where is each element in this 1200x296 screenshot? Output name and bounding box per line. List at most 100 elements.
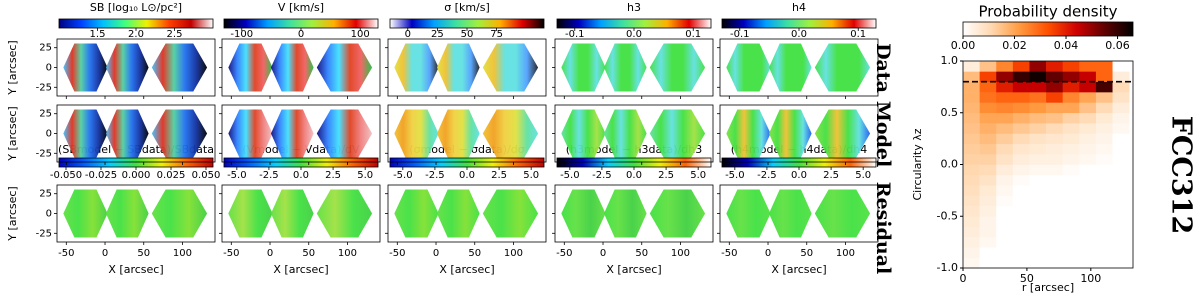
colorbar-tick-label: -5.0 <box>393 170 413 181</box>
heat-cell <box>1079 133 1096 144</box>
heat-cell <box>1046 154 1063 165</box>
x-tick-label: -50 <box>223 248 239 259</box>
heat-cell <box>1013 165 1030 176</box>
heat-cell <box>963 133 980 144</box>
heat-cell <box>1096 61 1113 72</box>
x-axis-label: X [arcsec] <box>439 263 494 276</box>
heat-cell <box>1096 92 1113 103</box>
heat-cell <box>1096 227 1113 238</box>
colorbar-label: σ [km/s] <box>444 1 490 14</box>
y-tick-label: 0 <box>46 129 52 140</box>
map-field <box>394 190 438 238</box>
heat-cell <box>996 113 1013 124</box>
heat-cell <box>963 196 980 207</box>
heat-cell <box>980 206 997 217</box>
colorbar-tick-label: 0.0 <box>626 170 642 181</box>
heat-cell <box>1029 144 1046 155</box>
colorbar-label: Probability density <box>978 3 1117 21</box>
heat-cell <box>1046 61 1063 72</box>
colorbar-label: h4 <box>792 1 806 14</box>
y-tick-label: 1.0 <box>941 54 959 67</box>
colorbar-tick-label: 0.06 <box>1105 39 1130 52</box>
colorbar <box>722 158 876 167</box>
heat-cell <box>1063 165 1080 176</box>
heat-cell <box>980 71 997 82</box>
heat-cell <box>963 113 980 124</box>
heat-cell <box>963 165 980 176</box>
colorbar-tick-label: 0 <box>405 29 411 40</box>
x-axis-label: X [arcsec] <box>108 263 163 276</box>
heat-cell <box>1013 71 1030 82</box>
heat-cell <box>1096 144 1113 155</box>
heat-cell <box>1013 82 1030 93</box>
colorbar-tick-label: 0.1 <box>685 29 701 40</box>
map-field <box>228 44 272 92</box>
heat-cell <box>1063 154 1080 165</box>
heat-cell <box>1079 113 1096 124</box>
map-field <box>726 190 770 238</box>
x-tick-label: 0 <box>433 248 439 259</box>
heat-cell <box>996 71 1013 82</box>
colorbar-tick-label: 5.0 <box>357 170 373 181</box>
map-field <box>228 190 272 238</box>
x-axis-label: r [arcsec] <box>1022 281 1074 294</box>
heat-cell <box>980 216 997 227</box>
y-axis-label: Circularity λz <box>911 128 924 200</box>
heat-cell <box>1096 154 1113 165</box>
heat-cell <box>963 227 980 238</box>
colorbar-tick-label: 0.0 <box>791 170 807 181</box>
heat-cell <box>1029 237 1046 248</box>
heat-cell <box>1113 61 1130 72</box>
heat-cell <box>996 237 1013 248</box>
y-tick-label: -25 <box>36 82 52 93</box>
map-field <box>604 190 647 238</box>
row-label: Model <box>872 101 894 167</box>
heat-cell <box>1013 258 1030 269</box>
heat-cell <box>1063 247 1080 258</box>
heat-cell <box>980 102 997 113</box>
colorbar-tick-label: 0.00 <box>951 39 976 52</box>
x-tick-label: 50 <box>635 248 648 259</box>
heat-cell <box>1013 102 1030 113</box>
heat-cell <box>1046 123 1063 134</box>
colorbar-tick-label: -100 <box>230 29 253 40</box>
map-field <box>317 190 372 238</box>
colorbar-tick-label: 2.5 <box>167 29 183 40</box>
map-field <box>63 190 107 238</box>
x-axis-label: X [arcsec] <box>606 263 661 276</box>
heat-cell <box>1013 113 1030 124</box>
heat-cell <box>1079 102 1096 113</box>
heat-cell <box>1096 237 1113 248</box>
heat-cell <box>1063 175 1080 186</box>
map-field <box>271 190 314 238</box>
heat-cell <box>1079 71 1096 82</box>
heat-cell <box>996 247 1013 258</box>
heat-cell <box>1096 71 1113 82</box>
colorbar-tick-label: -0.050 <box>50 170 82 181</box>
colorbar-tick-label: 0.04 <box>1054 39 1079 52</box>
heat-cell <box>980 61 997 72</box>
heat-cell <box>1013 144 1030 155</box>
heat-cell <box>996 165 1013 176</box>
heat-cell <box>980 185 997 196</box>
colorbar-tick-label: 0.0 <box>791 29 807 40</box>
map-field <box>63 44 107 92</box>
x-tick-label: 100 <box>173 248 192 259</box>
heat-cell <box>1063 196 1080 207</box>
colorbar <box>722 19 876 28</box>
heat-cell <box>1079 258 1096 269</box>
heat-cell <box>1013 227 1030 238</box>
heat-cell <box>963 206 980 217</box>
heat-cell <box>963 102 980 113</box>
heat-cell <box>1079 123 1096 134</box>
heat-cell <box>1096 123 1113 134</box>
heat-cell <box>1113 102 1130 113</box>
x-tick-label: 100 <box>671 248 690 259</box>
heat-cell <box>1046 206 1063 217</box>
heat-cell <box>1013 206 1030 217</box>
colorbar-tick-label: 0.0 <box>459 170 475 181</box>
heat-cell <box>1113 165 1130 176</box>
heat-cell <box>980 82 997 93</box>
heat-cell <box>1013 175 1030 186</box>
heat-cell <box>1079 247 1096 258</box>
